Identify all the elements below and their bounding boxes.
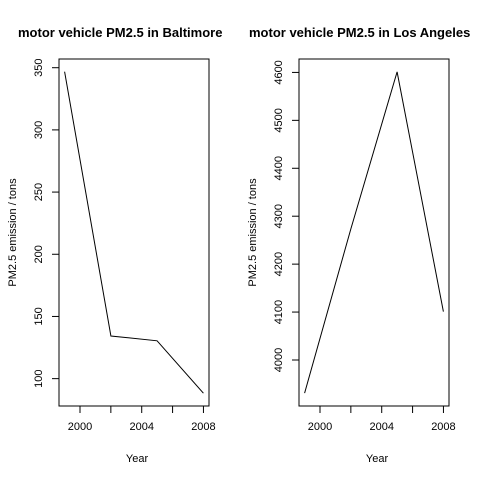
y-tick-label: 200 (33, 245, 45, 263)
x-tick-label: 2000 (308, 421, 332, 433)
y-axis-label: PM2.5 emission / tons (247, 178, 259, 287)
x-axis-label: Year (126, 453, 149, 465)
chart-title: motor vehicle PM2.5 in Baltimore (18, 25, 222, 40)
x-axis-label: Year (366, 453, 389, 465)
chart-panel-1: motor vehicle PM2.5 in Baltimore 2000 2004… (7, 25, 223, 465)
y-tick-label: 150 (33, 307, 45, 325)
y-tick-label: 4600 (273, 60, 285, 84)
x-tick-label: 2008 (191, 421, 215, 433)
series-line (304, 71, 444, 394)
plot-frame (58, 58, 210, 407)
y-tick-label: 250 (33, 183, 45, 201)
chart-title: motor vehicle PM2.5 in Los Angeles (249, 25, 470, 40)
x-tick-label: 2004 (129, 421, 153, 433)
y-tick-label: 300 (33, 121, 45, 139)
chart-panel-2: motor vehicle PM2.5 in Los Angeles 2000 20… (247, 25, 470, 465)
plot-frame (298, 58, 450, 407)
x-tick-label: 2008 (431, 421, 455, 433)
x-tick-label: 2004 (369, 421, 393, 433)
y-tick-label: 4400 (273, 156, 285, 180)
y-tick-label: 350 (33, 59, 45, 77)
x-tick-label: 2000 (68, 421, 92, 433)
y-tick-label: 4200 (273, 252, 285, 276)
y-tick-label: 4500 (273, 108, 285, 132)
series-line (64, 71, 204, 394)
y-tick-label: 4100 (273, 300, 285, 324)
y-axis-label: PM2.5 emission / tons (7, 178, 19, 287)
y-tick-label: 4300 (273, 204, 285, 228)
y-tick-label: 100 (33, 369, 45, 387)
y-tick-label: 4000 (273, 348, 285, 372)
